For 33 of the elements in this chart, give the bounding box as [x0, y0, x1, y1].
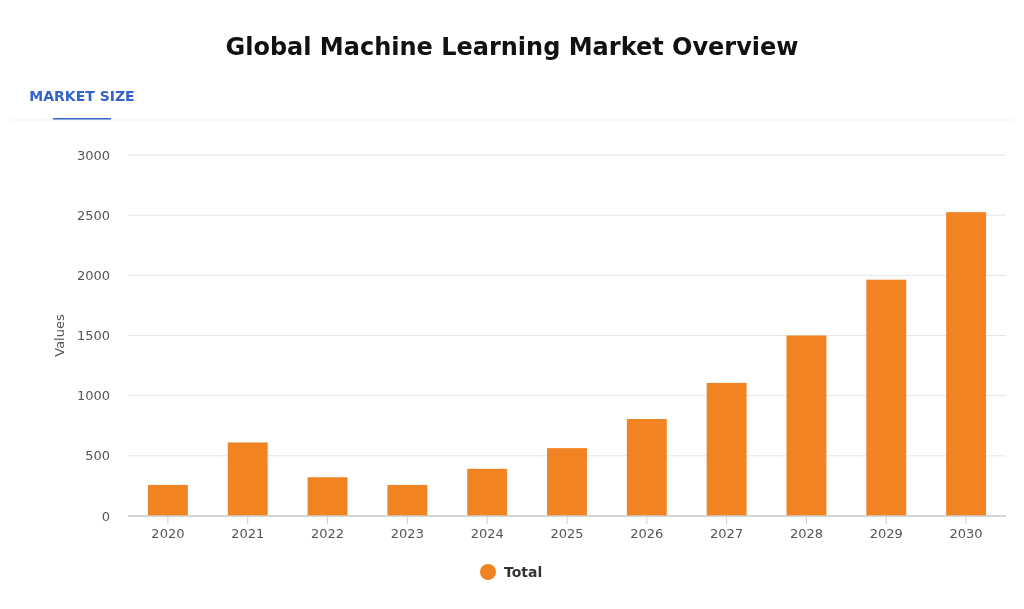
- bar: [626, 419, 667, 516]
- bar: [467, 468, 508, 516]
- x-tick-label: 2029: [869, 526, 903, 541]
- y-tick-label: 1000: [76, 388, 110, 404]
- y-tick-label: 2000: [76, 267, 110, 283]
- bar: [227, 442, 268, 516]
- x-tick-label: 2026: [630, 526, 664, 541]
- bar: [147, 484, 188, 516]
- x-tick-label: 2030: [949, 526, 983, 541]
- chart-subtitle: MARKET SIZE: [29, 88, 135, 104]
- x-tick-label: 2021: [231, 526, 265, 541]
- x-tick-label: 2023: [390, 526, 424, 541]
- x-tick-label: 2024: [470, 526, 504, 541]
- y-axis-title: Values: [52, 314, 67, 357]
- y-tick-label: 2500: [76, 207, 110, 223]
- y-tick-label: 0: [101, 508, 110, 524]
- bar: [706, 382, 747, 516]
- bar: [866, 279, 907, 516]
- y-tick-label: 3000: [76, 147, 110, 163]
- chart-title: Global Machine Learning Market Overview: [225, 33, 799, 61]
- x-tick-label: 2025: [550, 526, 584, 541]
- bar: [946, 212, 987, 516]
- x-tick-label: 2020: [151, 526, 185, 541]
- x-tick-label: 2022: [311, 526, 345, 541]
- bar: [547, 448, 587, 516]
- bar: [307, 477, 348, 516]
- bar: [387, 484, 428, 516]
- x-tick-label: 2027: [710, 526, 744, 541]
- x-tick-label: 2028: [789, 526, 823, 541]
- y-tick-label: 1500: [76, 328, 110, 344]
- y-tick-label: 500: [85, 448, 110, 464]
- bar: [786, 335, 827, 516]
- legend-label: Total: [504, 563, 543, 580]
